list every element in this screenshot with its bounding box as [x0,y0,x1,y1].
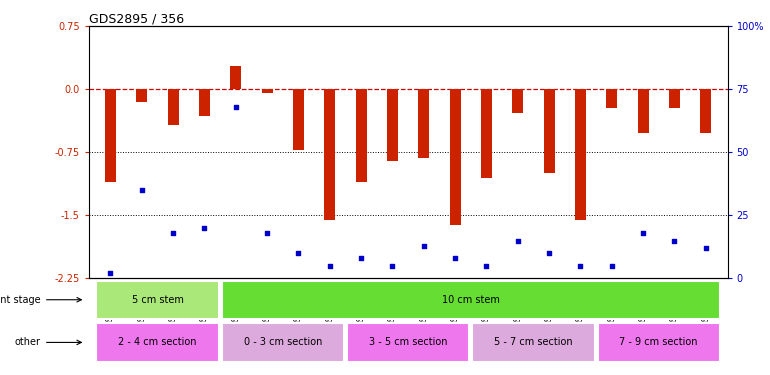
Bar [606,89,618,108]
Bar [136,89,147,102]
Point [136,187,148,193]
Point [637,230,649,236]
Bar [324,89,335,220]
Text: 2 - 4 cm section: 2 - 4 cm section [119,338,196,347]
Point [229,104,242,110]
Bar [638,89,648,133]
Point [387,263,399,269]
Bar [450,89,460,225]
Point [700,245,712,251]
Text: 7 - 9 cm section: 7 - 9 cm section [620,338,698,347]
Bar [512,89,524,113]
Text: development stage: development stage [0,295,41,305]
Bar [481,89,492,177]
Point [261,230,273,236]
Point [355,255,367,261]
FancyBboxPatch shape [222,323,344,362]
Bar [418,89,429,158]
Bar [669,89,680,108]
Text: other: other [15,338,41,347]
Point [574,263,587,269]
Point [668,238,681,244]
FancyBboxPatch shape [222,280,720,319]
Bar [544,89,554,173]
Point [167,230,179,236]
Point [293,250,305,256]
Text: GDS2895 / 356: GDS2895 / 356 [89,12,184,25]
FancyBboxPatch shape [347,323,469,362]
Text: 10 cm stem: 10 cm stem [442,295,500,305]
Bar [230,66,241,89]
FancyBboxPatch shape [472,323,594,362]
Bar [575,89,586,220]
Point [449,255,461,261]
Point [543,250,555,256]
Text: 5 - 7 cm section: 5 - 7 cm section [494,338,573,347]
Bar [168,89,179,124]
Point [104,270,116,276]
FancyBboxPatch shape [96,323,219,362]
Point [417,243,430,249]
Bar [700,89,711,133]
Bar [199,89,210,116]
Point [480,263,493,269]
FancyBboxPatch shape [598,323,720,362]
Text: 0 - 3 cm section: 0 - 3 cm section [243,338,322,347]
Text: 5 cm stem: 5 cm stem [132,295,183,305]
Point [605,263,618,269]
Bar [356,89,367,182]
Point [199,225,211,231]
Bar [293,89,304,150]
FancyBboxPatch shape [96,280,219,319]
Point [323,263,336,269]
Point [511,238,524,244]
Bar [387,89,398,161]
Bar [105,89,116,182]
Text: 3 - 5 cm section: 3 - 5 cm section [369,338,447,347]
Bar [262,89,273,93]
